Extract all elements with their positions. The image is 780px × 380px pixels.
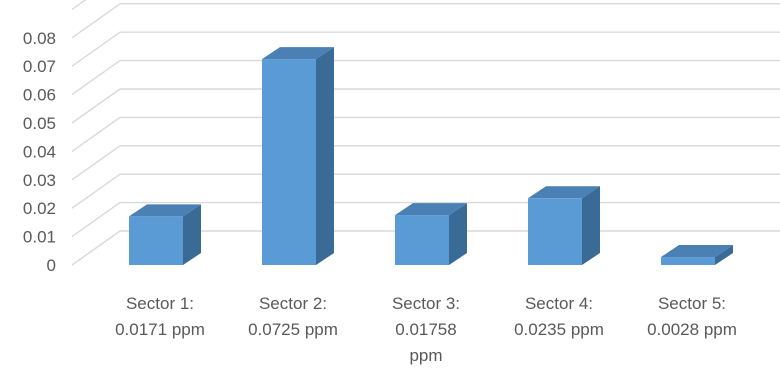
y-tick-label: 0.07: [23, 57, 56, 76]
bar: [661, 245, 733, 265]
x-tick-label: Sector 5: 0.0028 ppm: [647, 294, 737, 339]
bar-top: [129, 204, 201, 217]
y-tick-label: 0.06: [23, 86, 56, 105]
x-tick-label: Sector 2: 0.0725 ppm: [248, 294, 338, 339]
bar-side: [449, 203, 467, 265]
y-tick-label: 0.03: [23, 171, 56, 190]
x-tick-label: Sector 3: 0.01758 ppm: [392, 294, 460, 365]
bar-side: [715, 245, 733, 265]
bar: [528, 186, 600, 265]
y-tick-label: 0.01: [23, 228, 56, 247]
y-tick-label: 0.05: [23, 114, 56, 133]
bar-side: [316, 47, 334, 265]
x-axis-labels: Sector 1: 0.0171 ppm Sector 2: 0.0725 ppm Se…: [115, 294, 737, 365]
y-tick-label: 0.08: [23, 29, 56, 48]
bar-side: [582, 186, 600, 265]
bar-front: [395, 215, 449, 265]
bar: [395, 203, 467, 265]
gridline: [71, 88, 780, 124]
x-tick-label: Sector 1: 0.0171 ppm: [115, 294, 205, 339]
gridline: [71, 173, 780, 209]
gridline: [71, 31, 780, 67]
gridline: [71, 145, 780, 181]
x-tick-label: Sector 4: 0.0235 ppm: [514, 294, 604, 339]
y-tick-label: 0.02: [23, 199, 56, 218]
bar-side: [183, 204, 201, 265]
bar-top: [395, 203, 467, 216]
bar-front: [528, 198, 582, 265]
bar-top: [528, 186, 600, 199]
gridline: [71, 0, 87, 10]
y-tick-label: 0.04: [23, 142, 56, 161]
bar-top: [262, 47, 334, 60]
gridline: [71, 116, 780, 152]
bar-front: [129, 216, 183, 265]
bars: [129, 47, 733, 265]
bar-front: [661, 257, 715, 265]
bar: [262, 47, 334, 265]
gridline: [71, 3, 780, 39]
y-axis-ticks: 0 0.01 0.02 0.03 0.04 0.05 0.06 0.07 0.08: [23, 29, 56, 275]
y-tick-label: 0: [47, 256, 56, 275]
bar-top: [661, 245, 733, 258]
bar: [129, 204, 201, 265]
gridlines: [71, 0, 780, 266]
bar-front: [262, 59, 316, 265]
gridline: [71, 59, 780, 96]
